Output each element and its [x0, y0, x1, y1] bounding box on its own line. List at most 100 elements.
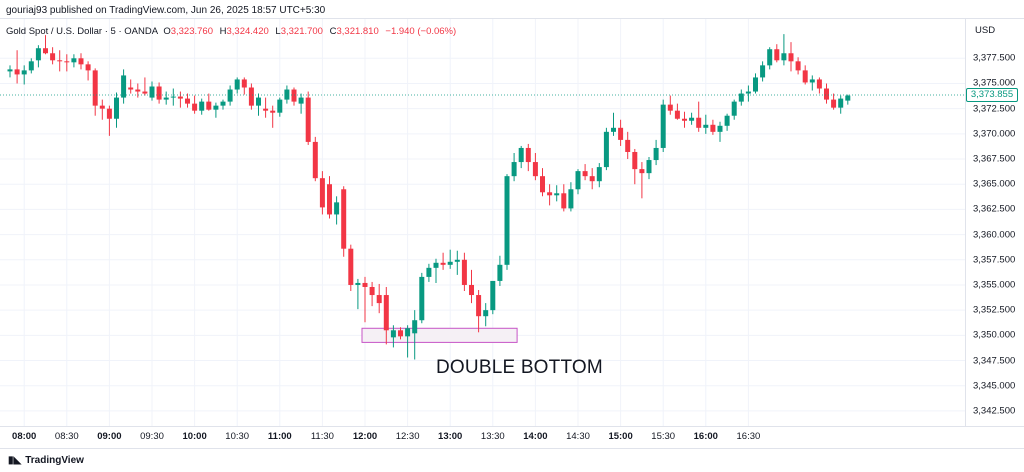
candle: [270, 105, 276, 128]
candle-body: [795, 61, 801, 71]
candle: [625, 131, 631, 160]
candle-body: [390, 330, 396, 338]
candle-body: [561, 193, 567, 209]
x-tick-label: 16:00: [693, 431, 718, 442]
candle: [774, 44, 780, 63]
candle: [568, 182, 574, 212]
candle-body: [774, 49, 780, 61]
y-tick-label: 3,367.500: [973, 153, 1016, 165]
candle-body: [7, 69, 13, 72]
symbol-label[interactable]: Gold Spot / U.S. Dollar · 5 · OANDA: [6, 26, 159, 37]
candle-body: [270, 110, 276, 113]
candle-body: [227, 89, 233, 102]
candle-body: [156, 86, 162, 100]
annotation-text[interactable]: DOUBLE BOTTOM: [436, 357, 603, 378]
candle-body: [568, 189, 574, 209]
candle: [753, 73, 758, 94]
candle-body: [653, 147, 659, 161]
tradingview-logo-icon: ▮◣: [8, 455, 22, 466]
candle-body: [85, 64, 91, 71]
candle: [334, 196, 340, 225]
candle: [319, 171, 325, 215]
candle-body: [206, 101, 212, 110]
candle-body: [816, 79, 822, 89]
candle-body: [667, 104, 673, 111]
candle-body: [433, 262, 439, 268]
candle: [50, 47, 56, 65]
x-tick-label: 15:00: [608, 431, 633, 442]
candle-body: [57, 60, 63, 62]
candle-body: [724, 115, 730, 126]
candle: [114, 92, 119, 128]
x-tick-label: 08:00: [12, 431, 37, 442]
candle-body: [703, 124, 709, 128]
candle: [710, 119, 716, 135]
candle: [21, 65, 27, 85]
y-tick-label: 3,355.000: [973, 279, 1016, 291]
candle-body: [21, 70, 27, 75]
candle: [518, 145, 524, 169]
candle: [398, 327, 403, 340]
candle: [547, 184, 553, 206]
candle: [284, 85, 290, 104]
candle: [838, 95, 844, 114]
candle: [476, 290, 482, 333]
candle-body: [405, 328, 411, 337]
candle: [809, 75, 815, 91]
candle: [689, 112, 695, 125]
candle-body: [398, 330, 403, 337]
candle: [163, 91, 169, 105]
candle-body: [43, 48, 48, 54]
candle-body: [447, 261, 453, 265]
candle-body: [263, 108, 269, 111]
candle-body: [248, 87, 254, 106]
candle-body: [426, 267, 432, 277]
currency-label[interactable]: USD: [975, 25, 996, 36]
x-tick-label: 08:30: [54, 431, 79, 442]
x-tick-label: 13:30: [480, 431, 505, 442]
candle-body: [199, 101, 205, 111]
candle-body: [710, 124, 716, 132]
candle: [845, 94, 851, 105]
brand[interactable]: ▮◣ TradingView: [8, 455, 84, 466]
candle: [483, 303, 489, 327]
candle-body: [603, 131, 609, 168]
symbol-bar: Gold Spot / U.S. Dollar · 5 · OANDA O3,3…: [6, 26, 460, 37]
candle-body: [334, 202, 340, 215]
low-key: L: [275, 26, 281, 37]
candle: [540, 168, 545, 197]
candle: [760, 61, 766, 82]
x-tick-label: 11:00: [267, 431, 292, 442]
candle: [305, 91, 311, 145]
candle-body: [291, 89, 297, 102]
candle-body: [845, 95, 851, 101]
candle: [802, 65, 808, 85]
candle-body: [788, 53, 794, 62]
candle: [724, 113, 730, 131]
candle-body: [497, 264, 503, 281]
candle-body: [767, 49, 773, 66]
double-bottom-box[interactable]: [361, 327, 518, 343]
candle: [504, 174, 510, 270]
candle-body: [256, 97, 261, 106]
candle: [454, 250, 460, 275]
candle-body: [540, 176, 545, 193]
candle: [781, 34, 787, 66]
candle: [405, 325, 411, 358]
candle-body: [632, 151, 638, 170]
candle: [177, 91, 183, 108]
candle: [256, 93, 261, 116]
candle: [596, 163, 602, 188]
candles: [7, 34, 851, 360]
candle: [192, 95, 198, 114]
candle: [795, 57, 801, 75]
candle: [660, 99, 666, 152]
candle: [674, 103, 680, 120]
candle: [461, 252, 467, 292]
candle-body: [14, 69, 20, 75]
candle-body: [78, 58, 84, 65]
candle-body: [525, 147, 531, 163]
candle-body: [99, 105, 105, 109]
candle-body: [35, 48, 41, 61]
